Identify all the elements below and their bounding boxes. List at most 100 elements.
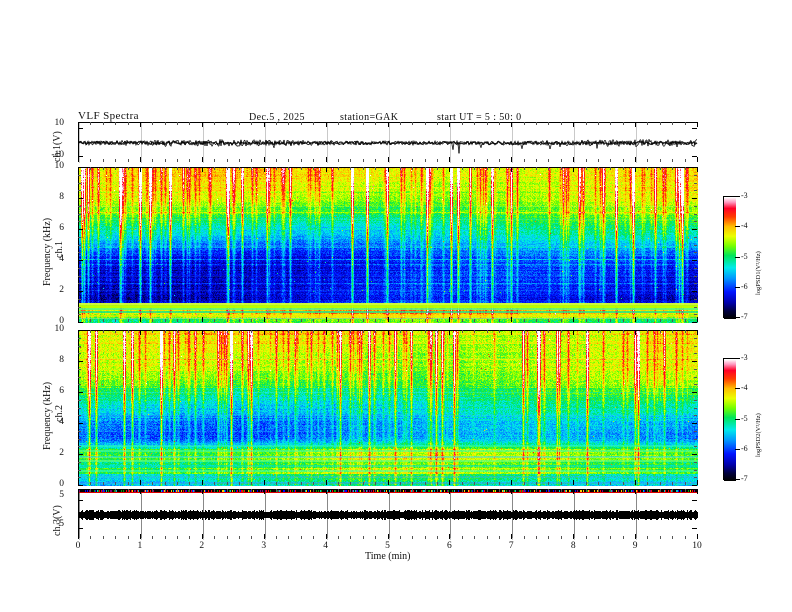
tick-mark: [363, 122, 364, 125]
tick-mark: [239, 330, 240, 333]
tick-mark: [647, 330, 648, 333]
tick-mark: [400, 330, 401, 333]
tick-mark: [586, 330, 587, 333]
tick-mark: [276, 489, 277, 492]
tick-mark: [524, 167, 525, 170]
tick-mark: [239, 536, 240, 539]
tick-mark: [338, 319, 339, 322]
tick-mark: [694, 183, 697, 184]
tick-mark: [586, 122, 587, 125]
tick-mark: [189, 482, 190, 485]
tick-mark: [202, 480, 203, 485]
y-tick-label: 0: [59, 479, 64, 489]
colorbar-tick-label: -3: [741, 191, 748, 200]
tick-mark: [561, 319, 562, 322]
tick-mark: [78, 330, 83, 331]
tick-mark: [400, 122, 401, 125]
tick-mark: [78, 346, 81, 347]
tick-mark: [623, 330, 624, 333]
tick-mark: [78, 462, 81, 463]
tick-mark: [165, 330, 166, 333]
tick-mark: [115, 319, 116, 322]
tick-mark: [586, 167, 587, 170]
ch2-spectrogram-panel: [78, 330, 698, 486]
tick-mark: [301, 159, 302, 162]
tick-mark: [524, 319, 525, 322]
tick-mark: [694, 221, 697, 222]
tick-mark: [288, 167, 289, 170]
tick-mark: [276, 330, 277, 333]
tick-mark: [239, 159, 240, 162]
ch1-ytick-10: 10: [54, 118, 65, 128]
tick-mark: [78, 439, 81, 440]
tick-mark: [326, 122, 327, 127]
tick-mark: [635, 167, 636, 172]
tick-mark: [548, 319, 549, 322]
tick-mark: [264, 157, 265, 162]
y-tick-label: 0: [59, 316, 64, 326]
tick-mark: [128, 489, 129, 492]
tick-mark: [412, 319, 413, 322]
tick-mark: [177, 122, 178, 125]
tick-mark: [647, 536, 648, 539]
tick-mark: [474, 319, 475, 322]
tick-mark: [474, 330, 475, 333]
tick-mark: [288, 536, 289, 539]
tick-mark: [647, 159, 648, 162]
header-start-time: start UT = 5 : 50: 0: [437, 112, 522, 123]
colorbar-2: [723, 358, 736, 481]
tick-mark: [694, 477, 697, 478]
tick-mark: [301, 489, 302, 492]
tick-mark: [660, 167, 661, 170]
tick-mark: [536, 482, 537, 485]
tick-mark: [487, 482, 488, 485]
tick-mark: [128, 122, 129, 125]
tick-mark: [214, 482, 215, 485]
tick-mark: [499, 489, 500, 492]
tick-mark: [388, 122, 389, 127]
tick-mark: [694, 439, 697, 440]
tick-mark: [264, 330, 265, 335]
tick-mark: [685, 122, 686, 125]
tick-mark: [103, 167, 104, 170]
tick-mark: [363, 489, 364, 492]
tick-mark: [449, 167, 450, 172]
tick-mark: [425, 489, 426, 492]
tick-mark: [548, 482, 549, 485]
tick-mark: [388, 534, 389, 539]
tick-mark: [227, 489, 228, 492]
tick-mark: [586, 319, 587, 322]
tick-mark: [202, 534, 203, 539]
tick-mark: [437, 319, 438, 322]
tick-mark: [251, 319, 252, 322]
tick-mark: [78, 485, 83, 486]
tick-mark: [177, 319, 178, 322]
tick-mark: [672, 482, 673, 485]
tick-mark: [375, 319, 376, 322]
tick-mark: [388, 330, 389, 335]
tick-mark: [623, 482, 624, 485]
tick-mark: [623, 319, 624, 322]
tick-mark: [672, 167, 673, 170]
tick-mark: [301, 482, 302, 485]
tick-mark: [694, 190, 697, 191]
tick-mark: [425, 122, 426, 125]
tick-mark: [251, 489, 252, 492]
tick-mark: [115, 536, 116, 539]
tick-mark: [692, 485, 697, 486]
tick-mark: [697, 480, 698, 485]
tick-mark: [692, 361, 697, 362]
tick-mark: [251, 167, 252, 170]
x-tick-label: 4: [323, 541, 328, 551]
tick-mark: [78, 489, 79, 494]
tick-mark: [635, 489, 636, 494]
tick-mark: [350, 319, 351, 322]
tick-mark: [128, 536, 129, 539]
tick-mark: [524, 536, 525, 539]
tick-mark: [313, 489, 314, 492]
tick-mark: [78, 128, 83, 129]
tick-mark: [692, 500, 697, 501]
tick-mark: [202, 157, 203, 162]
tick-mark: [78, 190, 81, 191]
